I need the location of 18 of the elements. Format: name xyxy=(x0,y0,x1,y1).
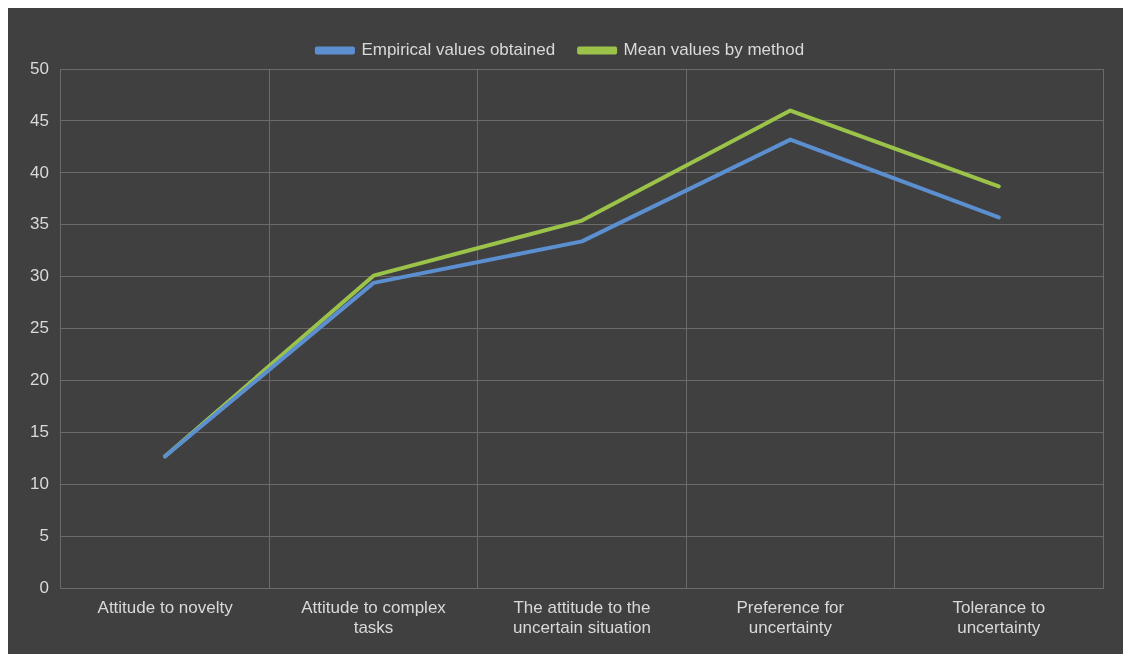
x-tick-label: Attitude to novelty xyxy=(97,598,234,618)
y-tick-label: 10 xyxy=(29,474,49,494)
y-tick-label: 40 xyxy=(29,162,49,182)
y-tick-label: 5 xyxy=(39,525,49,545)
x-tick-label: Tolerance to uncertainty xyxy=(952,598,1046,638)
legend-label: Empirical values obtained xyxy=(361,40,556,60)
y-tick-label: 20 xyxy=(29,370,49,390)
y-tick-label: 30 xyxy=(29,266,49,286)
x-tick-label: Attitude to complex tasks xyxy=(301,598,447,638)
y-tick-label: 45 xyxy=(29,110,49,130)
x-tick-label: Preference for uncertainty xyxy=(736,598,845,638)
y-tick-label: 50 xyxy=(29,58,49,78)
legend-label: Mean values by method xyxy=(623,40,805,60)
y-tick-label: 0 xyxy=(39,577,49,597)
y-tick-label: 15 xyxy=(29,422,49,442)
y-tick-label: 25 xyxy=(29,318,49,338)
y-tick-label: 35 xyxy=(29,214,49,234)
x-tick-label: The attitude to the uncertain situation xyxy=(512,598,651,638)
